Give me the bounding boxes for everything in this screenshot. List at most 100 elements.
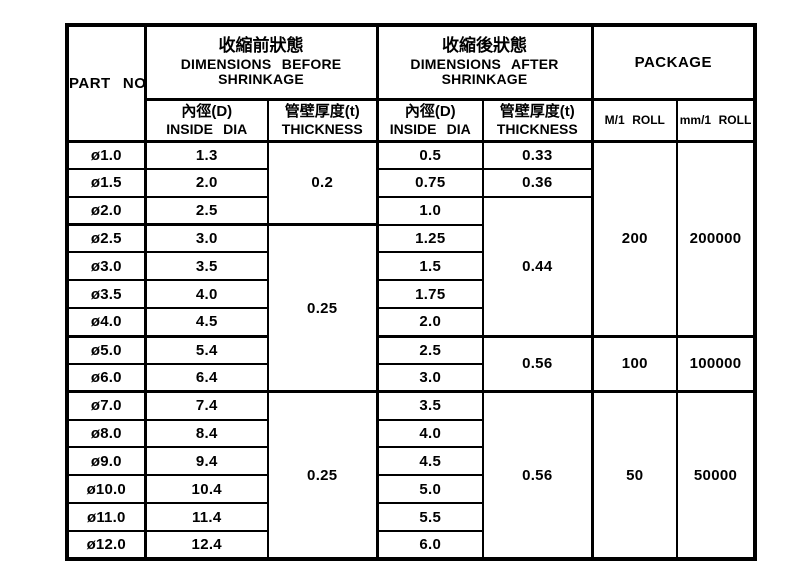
part-no-cell: ø1.5 <box>66 167 146 198</box>
after-dia-cell: 3.0 <box>375 362 485 393</box>
inside-dia-en: INSIDE DIA <box>166 120 248 137</box>
table-row: ø9.0 9.4 4.5 <box>66 446 755 477</box>
after-group-zh: 收縮後狀態 <box>442 36 528 56</box>
inside-dia-zh: 內徑(D) <box>181 102 233 120</box>
table-row: ø6.0 6.4 3.0 <box>66 362 755 393</box>
part-no-cell: ø3.0 <box>66 251 146 282</box>
before-dia-cell: 10.4 <box>143 474 269 505</box>
part-no-cell: ø10.0 <box>66 474 146 505</box>
table-row: ø8.0 8.4 4.0 <box>66 418 755 449</box>
table-row: ø3.5 4.0 1.75 <box>66 279 755 310</box>
part-no-cell: ø8.0 <box>66 418 146 449</box>
part-no-header: PART NO <box>66 24 146 142</box>
before-thickness-merged-cell: 0.2 <box>266 139 379 226</box>
before-dia-cell: 12.4 <box>143 530 269 560</box>
m-roll-merged-cell: 100 <box>590 334 679 393</box>
mm-roll-merged-cell: 200000 <box>676 139 757 338</box>
after-thickness-header: 管壁厚度(t) THICKNESS <box>482 97 594 142</box>
part-no-cell: ø4.0 <box>66 307 146 338</box>
after-thickness-merged-cell: 0.56 <box>482 390 594 560</box>
shrink-tube-spec-table: PART NO 收縮前狀態 DIMENSIONS BEFORE SHRINKAG… <box>65 23 758 561</box>
before-inside-dia-header: 內徑(D) INSIDE DIA <box>143 97 269 142</box>
after-shrinkage-group-header: 收縮後狀態 DIMENSIONS AFTER SHRINKAGE <box>375 24 594 100</box>
before-dia-cell: 3.0 <box>143 223 269 254</box>
table-row: ø7.0 7.4 0.25 3.5 0.56 50 50000 <box>66 390 757 560</box>
after-dia-cell: 1.75 <box>375 279 485 310</box>
after-dia-cell: 1.0 <box>375 195 485 226</box>
part-no-cell: ø12.0 <box>66 530 146 560</box>
after-dia-cell: 2.0 <box>375 307 485 338</box>
header-row-groups: PART NO 收縮前狀態 DIMENSIONS BEFORE SHRINKAG… <box>66 24 757 142</box>
after-dia-cell: 1.25 <box>375 223 485 254</box>
after-inside-dia-header: 內徑(D) INSIDE DIA <box>375 97 485 142</box>
package-group-header: PACKAGE <box>590 24 757 100</box>
before-dia-cell: 4.0 <box>143 279 269 310</box>
after-thickness-cell: 0.36 <box>482 167 594 198</box>
before-group-en2: SHRINKAGE <box>218 71 304 88</box>
after-dia-cell: 5.5 <box>375 502 485 533</box>
table-row: ø1.0 1.3 0.2 0.5 0.33 200 200000 <box>66 139 757 338</box>
after-dia-cell: 5.0 <box>375 474 485 505</box>
table-row: ø2.0 2.5 1.0 0.44 <box>66 195 755 338</box>
before-dia-cell: 2.5 <box>143 195 269 226</box>
after-dia-cell: 1.5 <box>375 251 485 282</box>
mm-roll-merged-cell: 100000 <box>676 334 757 393</box>
thickness-en: THICKNESS <box>281 120 363 137</box>
after-group-en2: SHRINKAGE <box>441 71 528 88</box>
before-group-en1: DIMENSIONS BEFORE <box>180 55 342 72</box>
m-roll-merged-cell: 200 <box>590 139 679 338</box>
before-thickness-merged-cell: 0.25 <box>266 390 379 560</box>
after-dia-cell: 4.0 <box>375 418 485 449</box>
after-dia-cell: 2.5 <box>375 334 485 365</box>
table-row: ø10.0 10.4 5.0 <box>66 474 755 505</box>
table-row: ø3.0 3.5 1.5 <box>66 251 755 282</box>
part-no-cell: ø7.0 <box>66 390 146 421</box>
part-no-cell: ø2.5 <box>66 223 146 254</box>
after-dia-cell: 4.5 <box>375 446 485 477</box>
part-no-cell: ø2.0 <box>66 195 146 226</box>
part-no-cell: ø1.0 <box>66 139 146 170</box>
part-no-cell: ø3.5 <box>66 279 146 310</box>
mm-per-roll-header: mm/1 ROLL <box>676 97 757 142</box>
before-dia-cell: 2.0 <box>143 167 269 198</box>
part-no-cell: ø9.0 <box>66 446 146 477</box>
before-shrinkage-group-header: 收縮前狀態 DIMENSIONS BEFORE SHRINKAGE <box>143 24 379 100</box>
inside-dia-en: INSIDE DIA <box>389 120 471 137</box>
before-group-zh: 收縮前狀態 <box>218 36 304 56</box>
before-dia-cell: 9.4 <box>143 446 269 477</box>
after-dia-cell: 0.5 <box>375 139 485 170</box>
before-dia-cell: 3.5 <box>143 251 269 282</box>
thickness-zh: 管壁厚度(t) <box>284 102 360 120</box>
m-per-roll-header: M/1 ROLL <box>590 97 679 142</box>
before-dia-cell: 5.4 <box>143 334 269 365</box>
after-group-en1: DIMENSIONS AFTER <box>410 55 559 72</box>
table-row: ø2.5 3.0 0.25 1.25 <box>66 223 755 393</box>
table-row: ø11.0 11.4 5.5 <box>66 502 755 533</box>
after-dia-cell: 6.0 <box>375 530 485 560</box>
table-row: ø12.0 12.4 6.0 <box>66 530 755 560</box>
before-dia-cell: 6.4 <box>143 362 269 393</box>
before-dia-cell: 11.4 <box>143 502 269 533</box>
table-row: ø4.0 4.5 2.0 <box>66 307 755 338</box>
after-dia-cell: 0.75 <box>375 167 485 198</box>
after-thickness-merged-cell: 0.56 <box>482 334 594 393</box>
thickness-en: THICKNESS <box>496 120 578 137</box>
part-no-cell: ø6.0 <box>66 362 146 393</box>
part-no-cell: ø5.0 <box>66 334 146 365</box>
table-row: ø1.5 2.0 0.75 0.36 <box>66 167 755 198</box>
part-no-cell: ø11.0 <box>66 502 146 533</box>
inside-dia-zh: 內徑(D) <box>404 102 456 120</box>
spec-sheet: PART NO 收縮前狀態 DIMENSIONS BEFORE SHRINKAG… <box>65 23 758 561</box>
before-thickness-header: 管壁厚度(t) THICKNESS <box>266 97 379 142</box>
before-dia-cell: 7.4 <box>143 390 269 421</box>
before-dia-cell: 1.3 <box>143 139 269 170</box>
mm-roll-merged-cell: 50000 <box>676 390 757 560</box>
thickness-zh: 管壁厚度(t) <box>499 102 575 120</box>
m-roll-merged-cell: 50 <box>590 390 679 560</box>
table-row: ø5.0 5.4 2.5 0.56 100 100000 <box>66 334 757 393</box>
header-row-sub: 內徑(D) INSIDE DIA 管壁厚度(t) THICKNESS 內徑(D)… <box>67 97 757 142</box>
before-thickness-merged-cell: 0.25 <box>266 223 379 393</box>
after-thickness-merged-cell: 0.44 <box>482 195 594 338</box>
before-dia-cell: 4.5 <box>143 307 269 338</box>
